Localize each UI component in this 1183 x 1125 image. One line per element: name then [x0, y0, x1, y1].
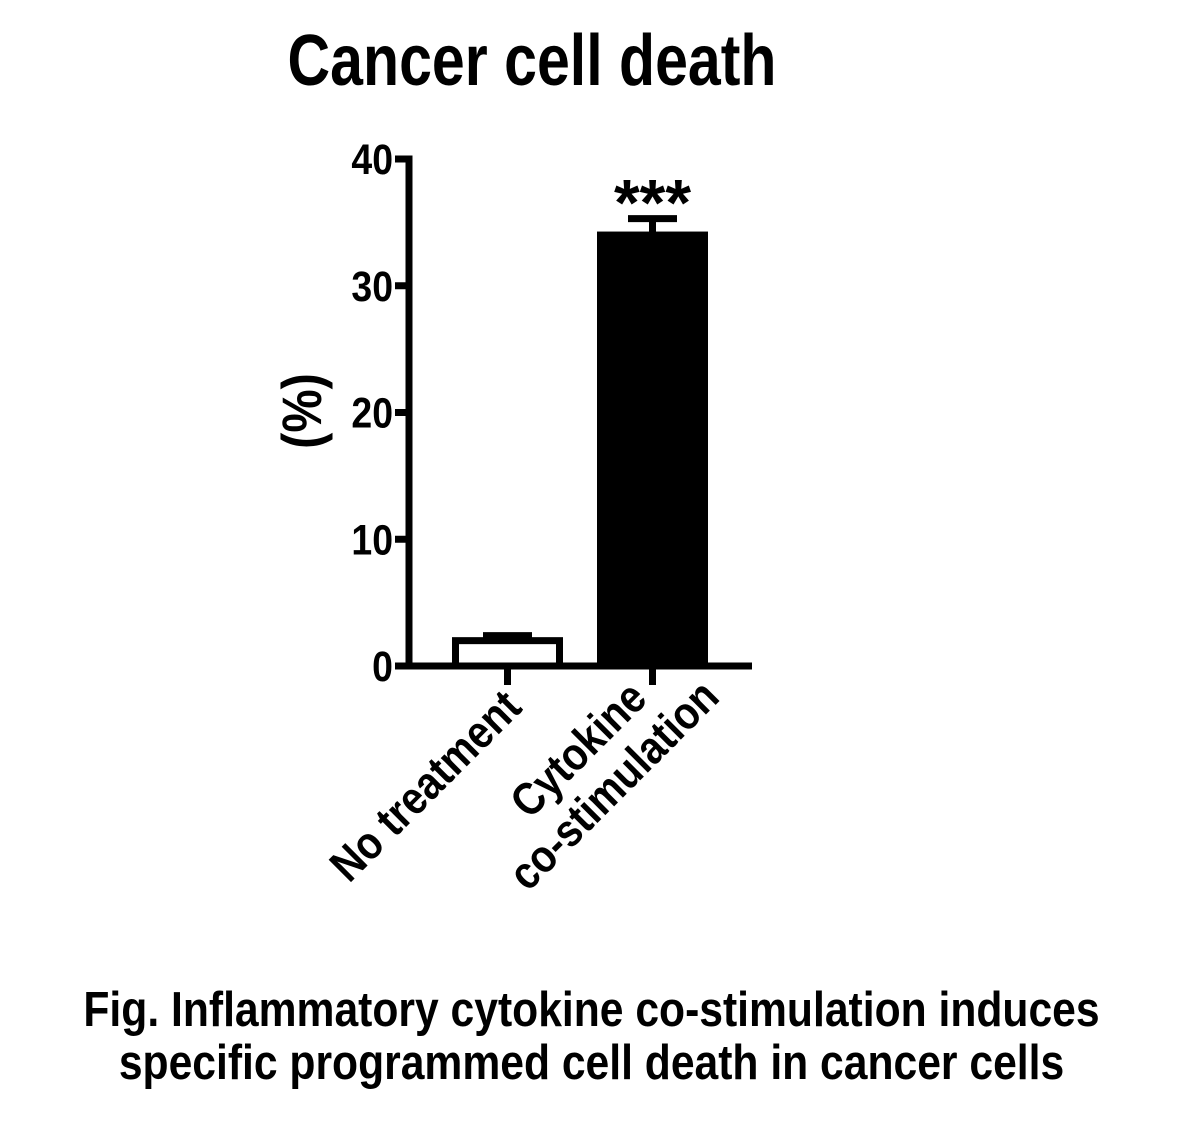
y-axis-title: (%) — [271, 373, 334, 449]
y-tick-label-group: 40 — [351, 136, 393, 184]
significance-stars: *** — [614, 166, 691, 240]
figure-caption-line-2: specific programmed cell death in cancer… — [118, 1036, 1065, 1090]
y-tick-label: 40 — [351, 136, 393, 184]
y-tick-label: 10 — [351, 516, 393, 564]
y-tick-label-group: 0 — [372, 643, 393, 691]
y-tick-label: 20 — [351, 389, 393, 437]
x-category-label-group: No treatment — [320, 681, 531, 892]
x-category-label: No treatment — [320, 681, 531, 892]
bar-2 — [597, 231, 708, 670]
y-axis-title-group: (%) — [271, 373, 334, 449]
figure-caption: Fig. Inflammatory cytokine co-stimulatio… — [77, 984, 1106, 1090]
y-tick-label-group: 20 — [351, 389, 393, 437]
y-tick-label: 0 — [372, 643, 393, 691]
y-tick-label: 30 — [351, 262, 393, 310]
bar-1 — [452, 637, 563, 670]
y-tick-label-group: 30 — [351, 262, 393, 310]
figure-caption-line-1: Fig. Inflammatory cytokine co-stimulatio… — [83, 983, 1100, 1037]
y-tick-label-group: 10 — [351, 516, 393, 564]
chart-title: Cancer cell death — [287, 21, 777, 101]
